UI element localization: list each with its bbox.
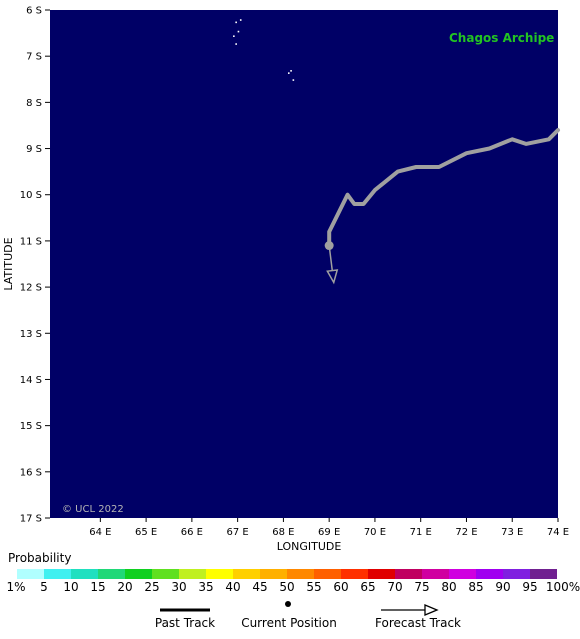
island-dot bbox=[233, 35, 235, 37]
probability-label: 30 bbox=[171, 580, 187, 594]
place-label: Chagos Archipe bbox=[449, 31, 554, 45]
probability-color-swatch bbox=[476, 569, 503, 579]
forecast-track-legend-label: Forecast Track bbox=[375, 616, 461, 630]
island-dot bbox=[235, 43, 237, 45]
probability-color-swatch bbox=[152, 569, 179, 579]
island-dot bbox=[290, 70, 292, 72]
probability-label: 10 bbox=[63, 580, 79, 594]
island-dot bbox=[237, 30, 240, 33]
legend-symbols bbox=[160, 601, 439, 616]
probability-color-swatch bbox=[44, 569, 71, 579]
probability-label: 65 bbox=[360, 580, 376, 594]
lon-tick-label: 73 E bbox=[501, 527, 523, 538]
probability-color-swatch bbox=[341, 569, 368, 579]
islands bbox=[233, 19, 295, 81]
current-position-key bbox=[285, 601, 291, 607]
probability-label: 25 bbox=[144, 580, 160, 594]
probability-color-bar bbox=[17, 569, 557, 579]
probability-color-swatch bbox=[17, 569, 44, 579]
probability-color-swatch bbox=[98, 569, 125, 579]
lon-tick-label: 72 E bbox=[455, 527, 477, 538]
lat-tick-label: 17 S bbox=[20, 514, 42, 525]
ocean-area bbox=[50, 10, 558, 518]
probability-label: 80 bbox=[441, 580, 457, 594]
probability-label: 20 bbox=[117, 580, 133, 594]
past-track-line bbox=[327, 128, 560, 248]
probability-label: 40 bbox=[225, 580, 241, 594]
lon-tick-label: 71 E bbox=[410, 527, 432, 538]
lat-tick-label: 8 S bbox=[26, 98, 42, 109]
probability-label: 100% bbox=[545, 580, 580, 594]
probability-title: Probability bbox=[8, 551, 72, 565]
probability-label: 85 bbox=[468, 580, 484, 594]
lon-tick-label: 68 E bbox=[272, 527, 294, 538]
island-dot bbox=[235, 21, 237, 24]
probability-label: 50 bbox=[279, 580, 295, 594]
probability-color-swatch bbox=[125, 569, 152, 579]
probability-color-swatch bbox=[368, 569, 395, 579]
probability-label: 60 bbox=[333, 580, 349, 594]
probability-color-swatch bbox=[422, 569, 449, 579]
probability-color-swatch bbox=[71, 569, 98, 579]
lon-tick-label: 70 E bbox=[364, 527, 386, 538]
probability-color-swatch bbox=[314, 569, 341, 579]
island-dot bbox=[292, 79, 295, 81]
probability-color-swatch bbox=[206, 569, 233, 579]
forecast-track-key-head bbox=[424, 604, 439, 616]
lon-tick-label: 67 E bbox=[227, 527, 249, 538]
forecast-arrow-head bbox=[326, 269, 339, 285]
island-dot bbox=[239, 19, 242, 21]
latitude-ticks: 6 S 7 S 8 S 9 S 10 S 11 S 12 S 13 S 14 S 15 S 16 S… bbox=[20, 6, 50, 525]
lon-tick-label: 69 E bbox=[318, 527, 340, 538]
track-legend: Past Track Current Position Forecast Tra… bbox=[0, 598, 580, 638]
lat-tick-label: 9 S bbox=[26, 144, 42, 155]
probability-label: 15 bbox=[90, 580, 106, 594]
island-dot bbox=[287, 72, 290, 74]
probability-labels: 1% 5 10 15 20 25 30 35 40 45 50 55 60 65 70 75 80 85 90 95 1… bbox=[0, 580, 580, 594]
lon-tick-label: 65 E bbox=[135, 527, 157, 538]
lon-tick-label: 64 E bbox=[89, 527, 111, 538]
probability-color-swatch bbox=[449, 569, 476, 579]
probability-color-swatch bbox=[287, 569, 314, 579]
lat-tick-label: 11 S bbox=[20, 236, 42, 247]
lat-tick-label: 16 S bbox=[20, 467, 42, 478]
lon-tick-label: 74 E bbox=[547, 527, 569, 538]
probability-label: 55 bbox=[306, 580, 322, 594]
lat-tick-label: 13 S bbox=[20, 329, 42, 340]
probability-color-swatch bbox=[233, 569, 260, 579]
past-track-legend-label: Past Track bbox=[154, 616, 216, 630]
probability-color-swatch bbox=[503, 569, 530, 579]
probability-color-swatch bbox=[260, 569, 287, 579]
probability-color-swatch bbox=[395, 569, 422, 579]
current-position-marker bbox=[324, 241, 334, 251]
lat-tick-label: 10 S bbox=[20, 190, 42, 201]
lat-tick-label: 6 S bbox=[26, 6, 42, 17]
longitude-ticks: 64 E 65 E 66 E 67 E 68 E 69 E 70 E 71 E 72 E 73 E… bbox=[89, 518, 569, 538]
lat-tick-label: 7 S bbox=[26, 52, 42, 63]
probability-label: 45 bbox=[252, 580, 268, 594]
lon-tick-label: 66 E bbox=[181, 527, 203, 538]
lat-tick-label: 14 S bbox=[20, 375, 42, 386]
probability-label: 5 bbox=[40, 580, 48, 594]
probability-color-swatch bbox=[530, 569, 557, 579]
lat-tick-label: 12 S bbox=[20, 283, 42, 294]
lat-tick-label: 15 S bbox=[20, 421, 42, 432]
probability-label: 35 bbox=[198, 580, 214, 594]
copyright-label: © UCL 2022 bbox=[62, 504, 124, 515]
probability-label: 70 bbox=[387, 580, 403, 594]
y-axis-title: LATITUDE bbox=[2, 237, 15, 290]
cyclone-track-map: 64 E 65 E 66 E 67 E 68 E 69 E 70 E 71 E 72 E 73 E… bbox=[2, 6, 569, 554]
current-position-legend-label: Current Position bbox=[241, 616, 337, 630]
probability-label: 1% bbox=[6, 580, 26, 594]
x-axis-title: LONGITUDE bbox=[277, 540, 342, 553]
probability-label: 95 bbox=[522, 580, 538, 594]
probability-label: 90 bbox=[495, 580, 511, 594]
probability-label: 75 bbox=[414, 580, 430, 594]
probability-color-swatch bbox=[179, 569, 206, 579]
